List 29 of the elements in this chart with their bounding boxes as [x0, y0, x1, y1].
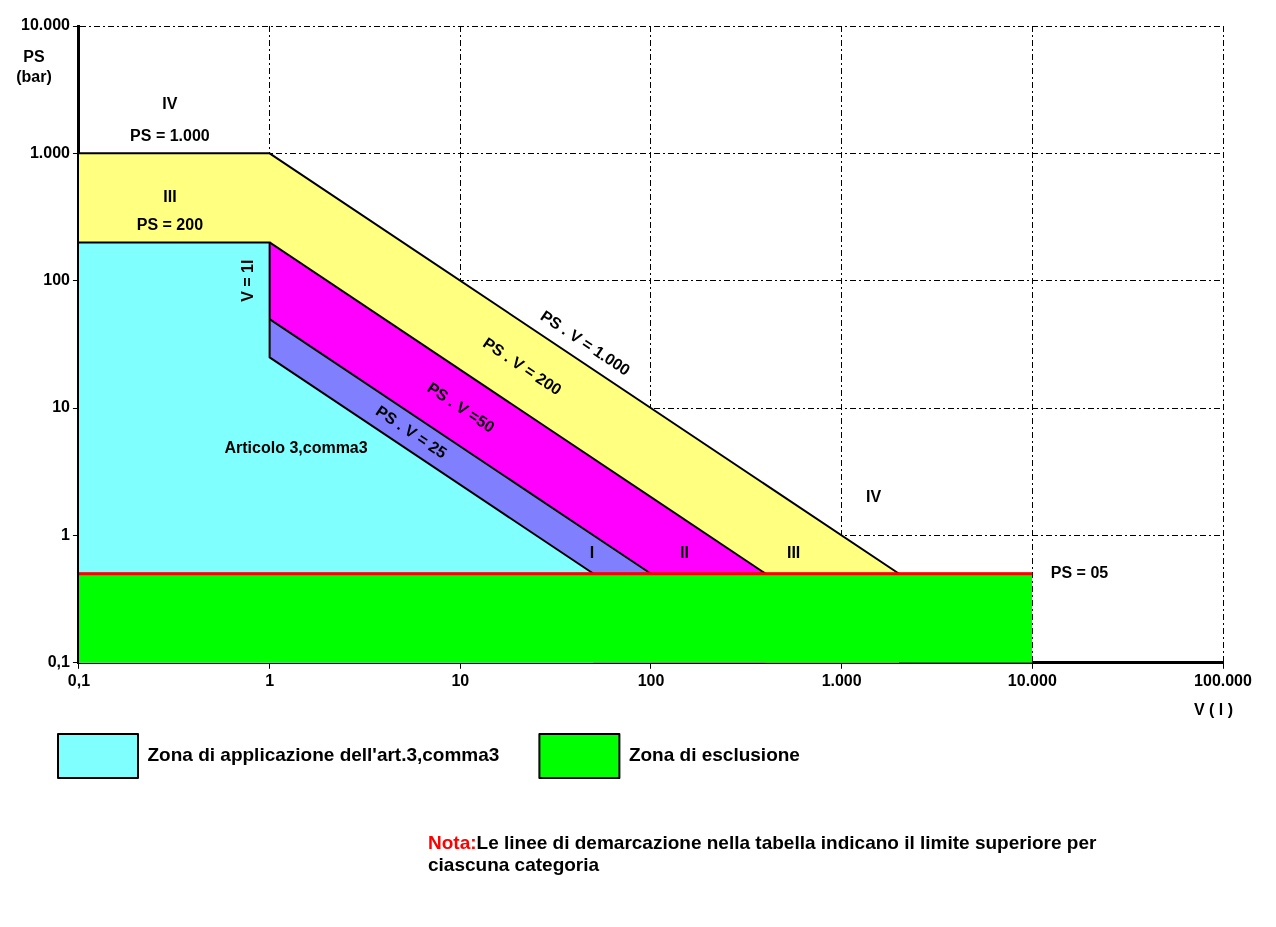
annotation: IV	[865, 487, 882, 505]
annotation: PS = 200	[136, 216, 204, 234]
y-tick-label: 1	[61, 525, 71, 543]
x-tick-label: 100	[637, 671, 665, 689]
annotation: PS = 05	[1050, 564, 1109, 582]
annotation: III	[786, 544, 801, 562]
y-tick-label: 10	[52, 398, 71, 416]
annotation: PS = 1.000	[130, 127, 210, 145]
y-tick-label: 10.000	[21, 16, 71, 34]
x-axis-title: V ( l )	[1193, 701, 1233, 719]
legend-label: Zona di esclusione	[628, 744, 800, 766]
annotation: IV	[162, 95, 178, 113]
annotation: V = 1l	[239, 259, 257, 302]
y-tick-label: 1.000	[29, 143, 71, 161]
y-axis-title: PS (bar)	[16, 48, 52, 86]
x-tick-label: 0,1	[67, 671, 91, 689]
annotation: I	[589, 544, 595, 562]
annotation: Articolo 3,comma3	[224, 439, 368, 457]
legend-label: Zona di applicazione dell'art.3,comma3	[147, 744, 500, 766]
x-tick-label: 1	[265, 671, 275, 689]
x-tick-label: 100.000	[1194, 671, 1253, 689]
annotation: III	[163, 187, 177, 205]
annotation: II	[680, 544, 689, 562]
y-tick-label: 100	[43, 271, 71, 289]
x-tick-label: 10	[451, 671, 470, 689]
x-tick-label: 10.000	[1007, 671, 1057, 689]
text: Nota:Le linee di demarcazione nella tabella indicano il limite superiore per ciascuna categoria	[428, 832, 1097, 875]
y-tick-label: 0,1	[47, 653, 71, 671]
x-tick-label: 1.000	[821, 671, 862, 689]
